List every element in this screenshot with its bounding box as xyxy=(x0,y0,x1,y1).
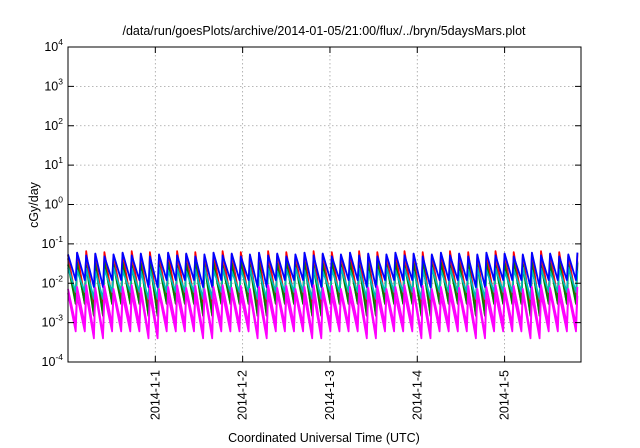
x-tick-labels: 2014-1-1 2014-1-2 2014-1-3 2014-1-4 2014-1-5 xyxy=(148,370,511,420)
y-tick-label: 10-4 xyxy=(42,352,64,369)
y-tick-label: 10-3 xyxy=(42,313,64,330)
x-tick-label: 2014-1-2 xyxy=(236,370,250,420)
data-series-line xyxy=(67,251,579,289)
x-axis-label: Coordinated Universal Time (UTC) xyxy=(228,431,420,445)
y-tick-label: 10-2 xyxy=(42,273,64,290)
grid xyxy=(68,47,581,362)
y-tick-label: 102 xyxy=(44,116,63,133)
x-tick-label: 2014-1-5 xyxy=(498,370,512,420)
y-axis-label: cGy/day xyxy=(27,181,41,228)
plot-frame xyxy=(67,46,582,363)
x-tick-label: 2014-1-1 xyxy=(148,370,162,420)
chart-title: /data/run/goesPlots/archive/2014-01-05/2… xyxy=(122,24,526,38)
x-tick-label: 2014-1-4 xyxy=(410,370,424,420)
y-tick-label: 100 xyxy=(44,195,63,212)
x-tick-label: 2014-1-3 xyxy=(323,370,337,420)
y-tick-label: 103 xyxy=(44,76,63,93)
axes xyxy=(67,46,582,363)
y-tick-labels: 10-4 10-3 10-2 10-1 100 101 102 103 104 xyxy=(42,37,64,369)
y-tick-label: 101 xyxy=(44,155,63,172)
y-tick-label: 104 xyxy=(44,37,63,54)
data-series-group xyxy=(67,250,579,340)
data-series-line xyxy=(67,291,579,340)
y-tick-label: 10-1 xyxy=(42,234,64,251)
